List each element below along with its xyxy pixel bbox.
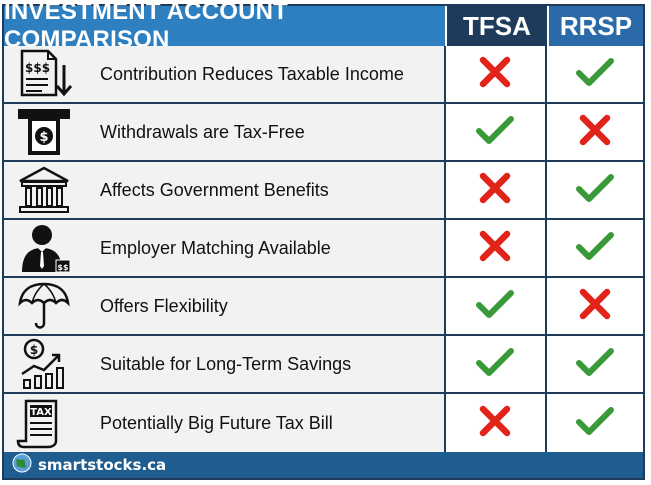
check-icon bbox=[575, 172, 615, 209]
table-row: Affects Government Benefits bbox=[4, 162, 643, 220]
table-title: INVESTMENT ACCOUNT COMPARISON bbox=[4, 0, 445, 53]
rrsp-cell bbox=[545, 278, 643, 334]
footer-bar: smartstocks.ca bbox=[4, 452, 643, 478]
comparison-table: INVESTMENT ACCOUNT COMPARISON TFSA RRSP … bbox=[2, 0, 645, 480]
table-row: $$ Employer Matching Available bbox=[4, 220, 643, 278]
svg-text:$: $ bbox=[30, 343, 38, 357]
employer-icon: $$ bbox=[4, 219, 84, 277]
table-row: Offers Flexibility bbox=[4, 278, 643, 336]
tax-bill-icon: TAX bbox=[4, 394, 84, 452]
rrsp-cell bbox=[545, 46, 643, 102]
row-label: Contribution Reduces Taxable Income bbox=[100, 63, 404, 84]
globe-icon bbox=[12, 453, 32, 478]
check-icon bbox=[475, 114, 515, 151]
check-icon bbox=[575, 230, 615, 267]
row-label: Potentially Big Future Tax Bill bbox=[100, 412, 333, 433]
table-row: $ Suitable for Long-Term Savings bbox=[4, 336, 643, 394]
brand-text: smartstocks.ca bbox=[38, 456, 167, 474]
tfsa-cell bbox=[443, 46, 546, 102]
tfsa-cell bbox=[443, 278, 546, 334]
rrsp-cell bbox=[545, 162, 643, 218]
rrsp-cell bbox=[545, 336, 643, 392]
tfsa-cell bbox=[443, 336, 546, 392]
tfsa-cell bbox=[443, 220, 546, 276]
rrsp-cell bbox=[545, 104, 643, 160]
row-label: Suitable for Long-Term Savings bbox=[100, 353, 352, 374]
bank-building-icon bbox=[4, 161, 84, 219]
svg-text:TAX: TAX bbox=[30, 407, 52, 418]
cross-icon bbox=[478, 229, 512, 268]
atm-cash-icon: $ bbox=[4, 103, 84, 161]
column-header-tfsa: TFSA bbox=[445, 6, 547, 46]
umbrella-icon bbox=[4, 277, 84, 335]
row-label: Affects Government Benefits bbox=[100, 179, 329, 200]
check-icon bbox=[575, 405, 615, 442]
cross-icon bbox=[478, 171, 512, 210]
tax-document-icon: $$$ bbox=[4, 45, 84, 103]
table-row: TAX Potentially Big Future Tax Bill bbox=[4, 394, 643, 452]
tfsa-cell bbox=[443, 162, 546, 218]
svg-text:$$$: $$$ bbox=[25, 61, 50, 75]
check-icon bbox=[575, 346, 615, 383]
table-row: $ Withdrawals are Tax-Free bbox=[4, 104, 643, 162]
column-header-rrsp: RRSP bbox=[547, 6, 643, 46]
row-label: Withdrawals are Tax-Free bbox=[100, 121, 305, 142]
growth-chart-icon: $ bbox=[4, 335, 84, 393]
rrsp-cell bbox=[545, 220, 643, 276]
svg-text:$: $ bbox=[39, 130, 48, 145]
check-icon bbox=[475, 288, 515, 325]
rrsp-cell bbox=[545, 394, 643, 452]
cross-icon bbox=[578, 113, 612, 152]
table-body: $$$ Contribution Reduces Taxable Income bbox=[4, 46, 643, 452]
check-icon bbox=[475, 346, 515, 383]
tfsa-cell bbox=[443, 104, 546, 160]
row-label: Employer Matching Available bbox=[100, 237, 331, 258]
cross-icon bbox=[578, 287, 612, 326]
row-label: Offers Flexibility bbox=[100, 295, 228, 316]
cross-icon bbox=[478, 55, 512, 94]
check-icon bbox=[575, 56, 615, 93]
table-row: $$$ Contribution Reduces Taxable Income bbox=[4, 46, 643, 104]
svg-text:$$: $$ bbox=[57, 263, 69, 272]
cross-icon bbox=[478, 404, 512, 443]
tfsa-cell bbox=[443, 394, 546, 452]
